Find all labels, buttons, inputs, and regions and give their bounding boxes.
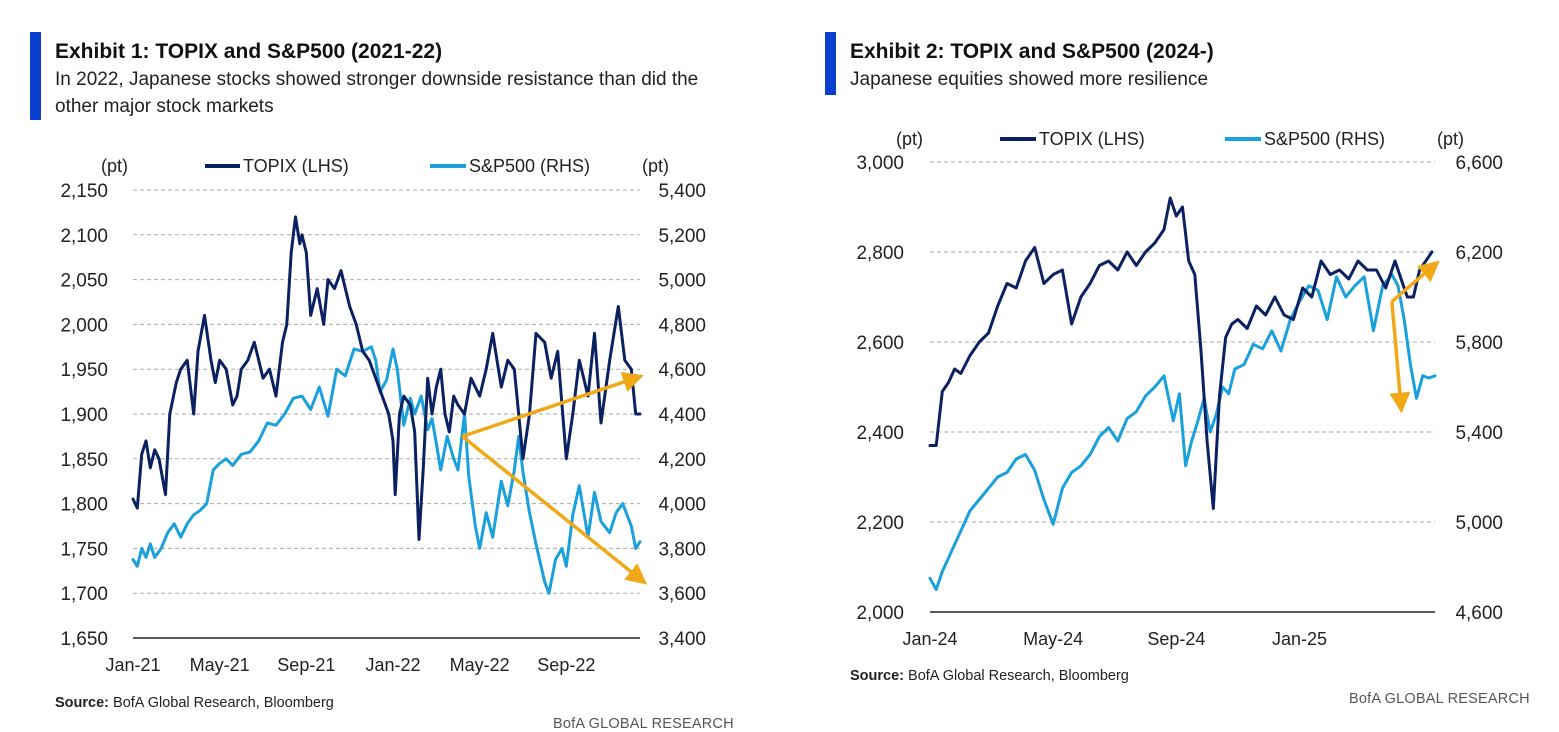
right-tick-label: 6,600: [1455, 153, 1503, 174]
legend-label-topix: TOPIX (LHS): [1039, 129, 1145, 149]
exhibit2-accent-bar: [825, 32, 836, 95]
exhibit2-title: Exhibit 2: TOPIX and S&P500 (2024-): [850, 40, 1214, 63]
series-line-topix: [928, 196, 1434, 510]
exhibit1-title: Exhibit 1: TOPIX and S&P500 (2021-22): [55, 40, 443, 63]
right-tick-label: 4,000: [658, 495, 706, 516]
x-tick-label: Jan-25: [1272, 629, 1327, 649]
right-tick-label: 3,800: [658, 539, 706, 560]
left-tick-label: 2,100: [60, 226, 108, 247]
exhibit1-subtitle: In 2022, Japanese stocks showed stronger…: [55, 69, 699, 117]
right-tick-label: 5,800: [1455, 333, 1503, 354]
left-tick-label: 2,600: [856, 333, 904, 354]
left-tick-label: 2,400: [856, 423, 904, 444]
right-tick-label: 5,400: [658, 181, 706, 202]
series-line-sp500: [131, 345, 642, 595]
exhibit1-source-text: BofA Global Research, Bloomberg: [109, 695, 334, 711]
right-tick-label: 5,400: [1455, 423, 1503, 444]
x-tick-label: Jan-24: [902, 629, 957, 649]
exhibit1-source: Source: BofA Global Research, Bloomberg: [55, 695, 334, 711]
legend-label-topix: TOPIX (LHS): [243, 156, 349, 176]
right-tick-label: 4,600: [658, 360, 706, 381]
exhibit2-subtitle: Japanese equities showed more resilience: [850, 69, 1209, 90]
left-tick-label: 1,750: [60, 539, 108, 560]
right-tick-label: 3,600: [658, 584, 706, 605]
left-tick-label: 1,850: [60, 450, 108, 471]
left-tick-label: 2,800: [856, 243, 904, 264]
right-unit-label: (pt): [1437, 129, 1464, 149]
legend-label-sp500: S&P500 (RHS): [469, 156, 590, 176]
exhibit2-source-text: BofA Global Research, Bloomberg: [904, 668, 1129, 684]
left-tick-label: 2,200: [856, 513, 904, 534]
exhibit2-chart: 3,000 6,600 2,800 6,200 2,600 5,800 2,400 5,400…: [856, 129, 1503, 649]
right-tick-label: 4,600: [1455, 603, 1503, 624]
left-unit-label: (pt): [896, 129, 923, 149]
x-tick-label: May-21: [190, 655, 250, 675]
exhibit2-source: Source: BofA Global Research, Bloomberg: [850, 668, 1129, 684]
left-tick-label: 1,950: [60, 360, 108, 381]
annotation-arrow: [461, 372, 644, 439]
right-tick-label: 4,800: [658, 315, 706, 336]
left-tick-label: 2,050: [60, 271, 108, 292]
annotation-arrow: [1390, 260, 1440, 303]
right-tick-label: 3,400: [658, 629, 706, 650]
left-tick-label: 1,650: [60, 629, 108, 650]
left-tick-label: 2,000: [60, 315, 108, 336]
exhibit1-chart: 2,150 5,400 2,100 5,200 2,050 5,000 2,000 4,800…: [60, 156, 706, 675]
annotation-arrow: [461, 435, 648, 585]
exhibit1-source-label: Source:: [55, 695, 109, 711]
exhibit1-accent-bar: [30, 32, 41, 120]
right-unit-label: (pt): [642, 156, 669, 176]
left-tick-label: 1,800: [60, 495, 108, 516]
right-tick-label: 6,200: [1455, 243, 1503, 264]
left-tick-label: 2,150: [60, 181, 108, 202]
series-line-topix: [131, 215, 642, 541]
x-tick-label: May-22: [450, 655, 510, 675]
legend-label-sp500: S&P500 (RHS): [1264, 129, 1385, 149]
left-tick-label: 2,000: [856, 603, 904, 624]
x-tick-label: May-24: [1023, 629, 1083, 649]
annotation-arrow: [1389, 301, 1411, 414]
left-unit-label: (pt): [101, 156, 128, 176]
x-tick-label: Sep-22: [537, 655, 595, 675]
exhibit1-brand: BofA GLOBAL RESEARCH: [553, 716, 734, 732]
right-tick-label: 4,200: [658, 450, 706, 471]
x-tick-label: Sep-24: [1147, 629, 1205, 649]
x-tick-label: Sep-21: [277, 655, 335, 675]
x-tick-label: Jan-22: [365, 655, 420, 675]
exhibit2-brand: BofA GLOBAL RESEARCH: [1349, 691, 1530, 707]
exhibit2-source-label: Source:: [850, 668, 904, 684]
left-tick-label: 1,700: [60, 584, 108, 605]
right-tick-label: 4,400: [658, 405, 706, 426]
right-tick-label: 5,000: [658, 271, 706, 292]
left-tick-label: 3,000: [856, 153, 904, 174]
left-tick-label: 1,900: [60, 405, 108, 426]
right-tick-label: 5,200: [658, 226, 706, 247]
x-tick-label: Jan-21: [105, 655, 160, 675]
right-tick-label: 5,000: [1455, 513, 1503, 534]
series-line-sp500: [928, 273, 1437, 591]
